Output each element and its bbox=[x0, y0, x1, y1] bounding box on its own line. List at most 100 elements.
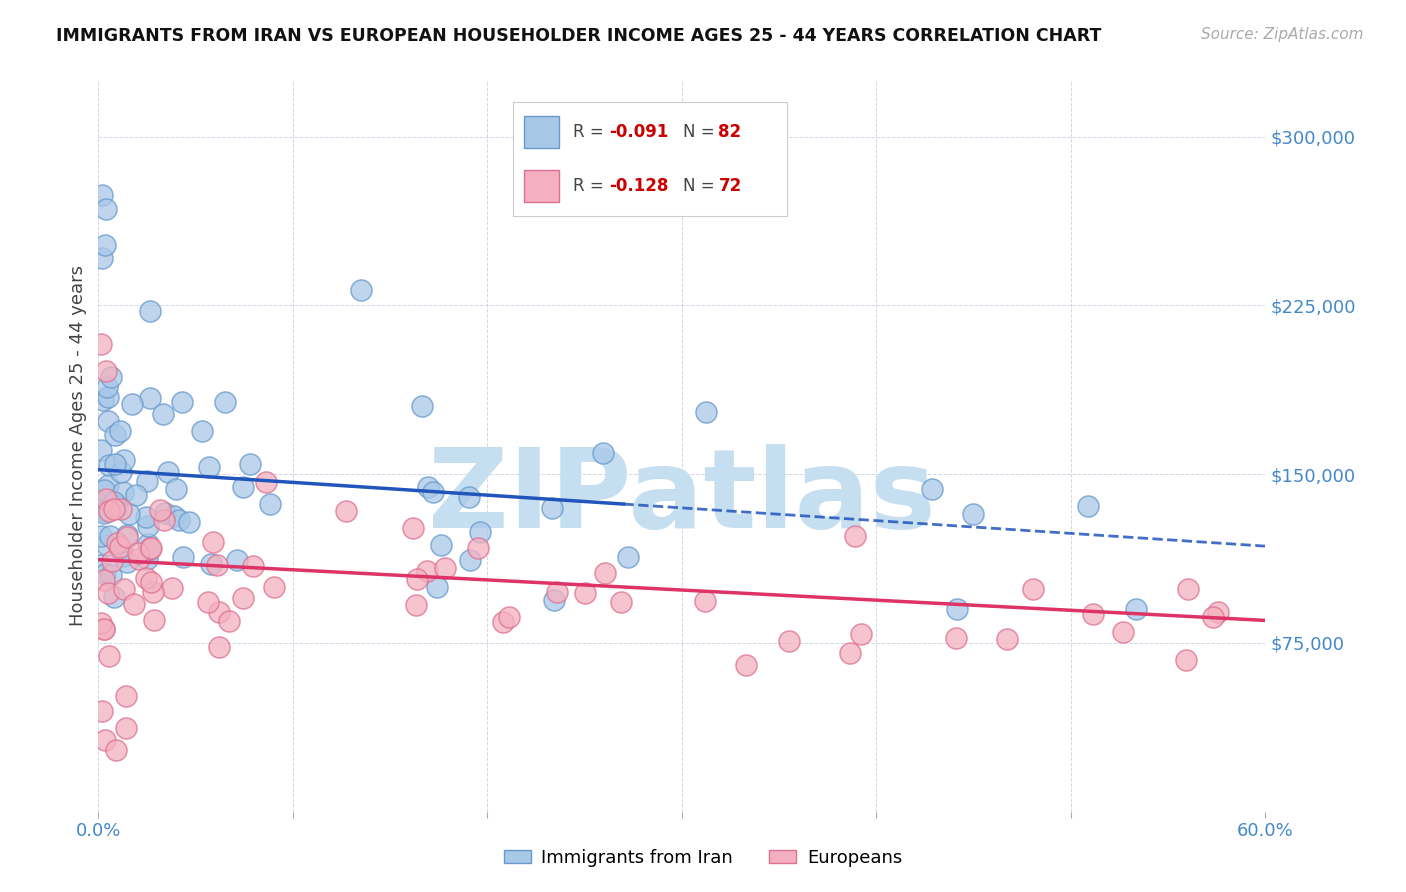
Point bbox=[197, 459, 219, 474]
Point bbox=[160, 581, 183, 595]
Point bbox=[97, 648, 120, 663]
Point bbox=[153, 507, 176, 521]
Point bbox=[416, 480, 439, 494]
Point bbox=[100, 369, 122, 384]
Point bbox=[97, 390, 120, 404]
Point bbox=[115, 689, 138, 703]
Point bbox=[112, 582, 135, 597]
Point bbox=[254, 475, 277, 490]
Point bbox=[1081, 607, 1104, 622]
Point bbox=[111, 484, 134, 499]
Point bbox=[945, 602, 967, 616]
Point bbox=[101, 554, 124, 568]
Point bbox=[139, 574, 162, 589]
Point bbox=[138, 542, 160, 557]
Point bbox=[259, 497, 281, 511]
Point bbox=[1112, 625, 1135, 640]
Point bbox=[921, 482, 943, 496]
Point bbox=[434, 561, 457, 575]
Point bbox=[122, 597, 145, 611]
Point bbox=[541, 501, 564, 516]
Point bbox=[93, 483, 115, 498]
Point bbox=[115, 530, 138, 544]
Point bbox=[498, 610, 520, 624]
Point bbox=[849, 627, 872, 641]
Point bbox=[232, 479, 254, 493]
Point bbox=[844, 529, 866, 543]
Point bbox=[118, 507, 141, 521]
Point bbox=[89, 498, 111, 512]
Point bbox=[197, 595, 219, 609]
Point bbox=[263, 580, 285, 594]
Point bbox=[693, 594, 716, 608]
Point bbox=[218, 614, 240, 628]
Point bbox=[100, 529, 122, 543]
Point bbox=[152, 407, 174, 421]
Point bbox=[156, 465, 179, 479]
Point bbox=[402, 520, 425, 534]
Point bbox=[93, 623, 115, 637]
Point bbox=[239, 457, 262, 471]
Point bbox=[142, 584, 165, 599]
Point bbox=[93, 504, 115, 518]
Point bbox=[91, 252, 114, 266]
Point bbox=[163, 508, 186, 523]
Point bbox=[143, 613, 166, 627]
Point bbox=[135, 510, 157, 524]
Point bbox=[426, 580, 449, 594]
Point bbox=[136, 552, 159, 566]
Point bbox=[104, 458, 127, 472]
Point bbox=[104, 742, 127, 756]
Point bbox=[103, 501, 125, 516]
Point bbox=[945, 631, 967, 645]
Point bbox=[839, 646, 862, 660]
Point bbox=[100, 567, 122, 582]
Point bbox=[93, 733, 115, 747]
Point bbox=[543, 592, 565, 607]
Point bbox=[105, 499, 128, 513]
Point bbox=[91, 704, 114, 718]
Point bbox=[1201, 610, 1223, 624]
Point bbox=[121, 397, 143, 411]
Point bbox=[468, 525, 491, 540]
Point bbox=[94, 567, 117, 582]
Point bbox=[112, 453, 135, 467]
Point bbox=[616, 549, 638, 564]
Point bbox=[595, 566, 617, 581]
Point bbox=[128, 551, 150, 566]
Point bbox=[411, 399, 433, 413]
Point bbox=[136, 474, 159, 488]
Point bbox=[91, 392, 114, 407]
Point bbox=[93, 506, 115, 520]
Point bbox=[1077, 499, 1099, 513]
Point bbox=[105, 536, 128, 550]
Point bbox=[103, 591, 125, 605]
Point bbox=[94, 202, 117, 216]
Point bbox=[405, 598, 427, 612]
Point bbox=[416, 564, 439, 578]
Point bbox=[350, 283, 373, 297]
Point bbox=[96, 364, 118, 378]
Point bbox=[93, 573, 115, 587]
Point bbox=[1022, 582, 1045, 596]
Point bbox=[165, 482, 187, 496]
Point bbox=[96, 538, 118, 552]
Point bbox=[136, 519, 159, 533]
Point bbox=[90, 443, 112, 458]
Point bbox=[114, 721, 136, 735]
Point bbox=[103, 495, 125, 509]
Point bbox=[97, 478, 120, 492]
Point bbox=[242, 558, 264, 573]
Point bbox=[153, 513, 176, 527]
Point bbox=[695, 405, 717, 419]
Point bbox=[207, 558, 229, 572]
Point bbox=[546, 585, 568, 599]
Point bbox=[735, 657, 758, 672]
Y-axis label: Householder Income Ages 25 - 44 years: Householder Income Ages 25 - 44 years bbox=[69, 266, 87, 626]
Point bbox=[141, 541, 163, 555]
Point bbox=[962, 507, 984, 521]
Point bbox=[135, 571, 157, 585]
Point bbox=[93, 238, 115, 252]
Point bbox=[201, 535, 224, 549]
Point bbox=[170, 395, 193, 409]
